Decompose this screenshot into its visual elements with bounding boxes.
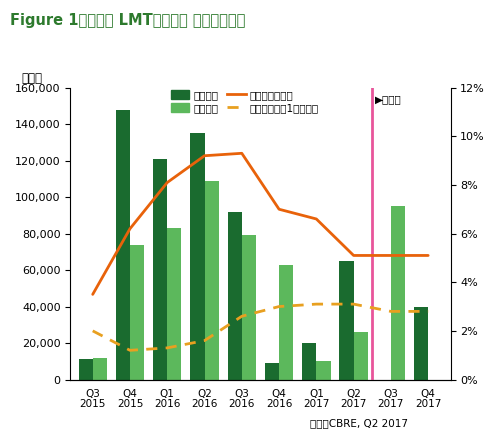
Text: 出所：CBRE, Q2 2017: 出所：CBRE, Q2 2017 bbox=[310, 419, 408, 429]
Bar bbox=[391, 206, 405, 379]
Bar bbox=[340, 261, 353, 379]
Text: Figure 1：首都圈 LMT物流施設 需給バランス: Figure 1：首都圈 LMT物流施設 需給バランス bbox=[10, 13, 246, 28]
Text: ▶予測値: ▶予測値 bbox=[375, 94, 402, 104]
Bar bbox=[130, 245, 144, 379]
Bar bbox=[354, 332, 368, 379]
Bar bbox=[414, 307, 428, 379]
Bar bbox=[92, 358, 107, 379]
Text: （嵪）: （嵪） bbox=[21, 72, 42, 85]
Bar bbox=[190, 133, 204, 379]
Bar bbox=[204, 181, 218, 379]
Bar bbox=[242, 236, 256, 379]
Bar bbox=[302, 343, 316, 379]
Bar bbox=[279, 265, 293, 379]
Bar bbox=[228, 212, 242, 379]
Bar bbox=[116, 110, 130, 379]
Legend: 新規供給, 新規需要, 空室率（全体）, 空室率（競工1年以上）: 新規供給, 新規需要, 空室率（全体）, 空室率（競工1年以上） bbox=[170, 90, 319, 113]
Bar bbox=[78, 359, 92, 379]
Bar bbox=[153, 159, 168, 379]
Bar bbox=[168, 228, 181, 379]
Bar bbox=[265, 363, 279, 379]
Bar bbox=[316, 361, 330, 379]
